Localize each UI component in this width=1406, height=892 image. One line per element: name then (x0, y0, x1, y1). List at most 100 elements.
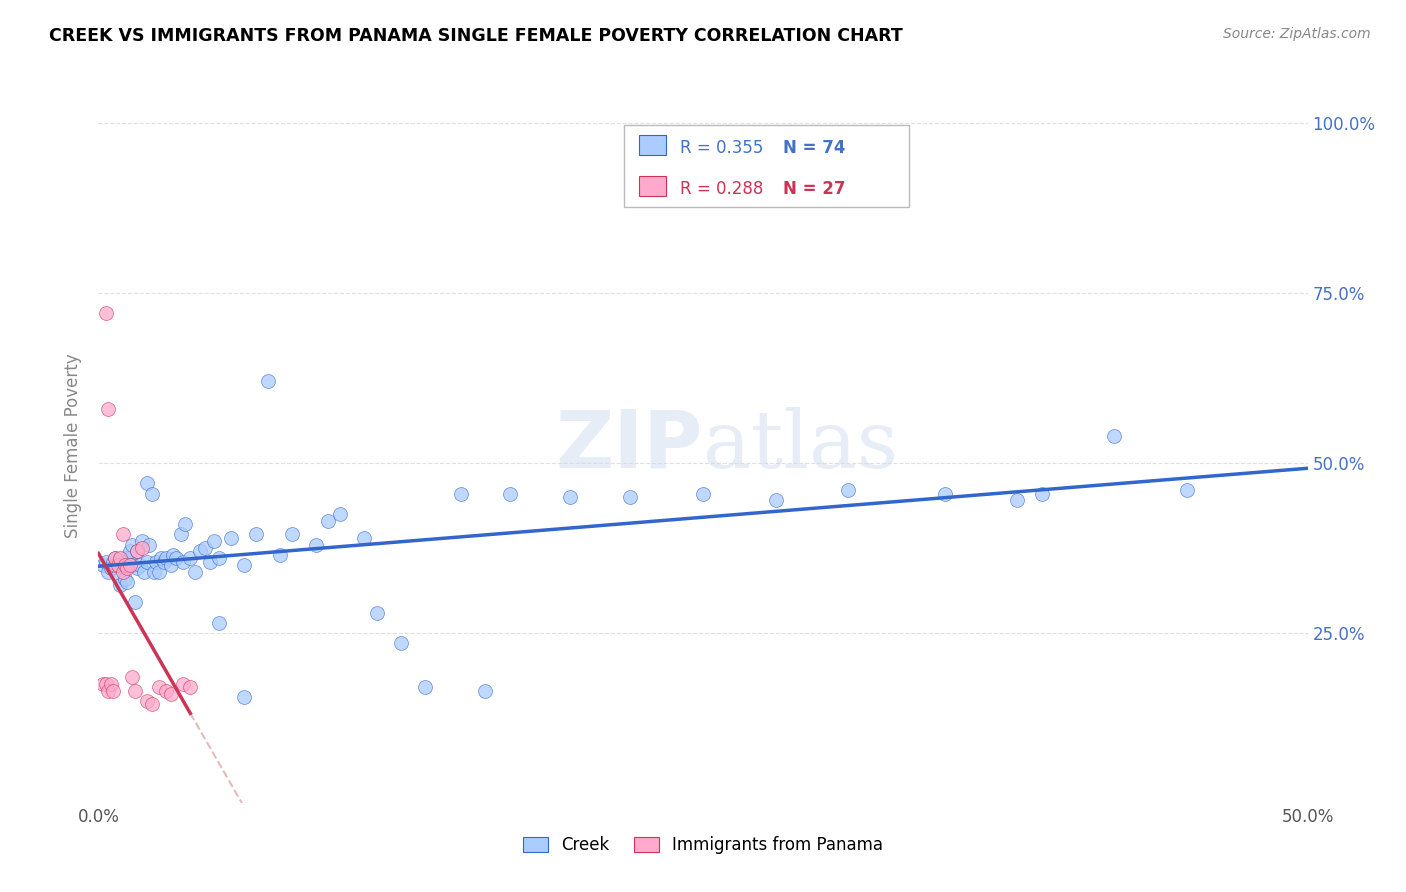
Text: N = 74: N = 74 (783, 139, 845, 157)
Point (179, 680, 201, 694)
Point (121, 670, 143, 684)
Point (127, 544, 149, 558)
Point (198, 555, 221, 569)
Point (1007, 493, 1029, 508)
Point (91, 558, 114, 572)
Point (281, 527, 304, 541)
Point (316, 514, 339, 528)
Point (127, 561, 149, 575)
Point (107, 558, 129, 572)
Point (150, 551, 173, 566)
Point (160, 687, 183, 701)
Point (184, 565, 207, 579)
Point (256, 375, 278, 389)
Point (141, 486, 163, 500)
Point (101, 683, 124, 698)
Point (121, 537, 143, 551)
Point (111, 555, 134, 569)
Point (221, 531, 243, 545)
Point (108, 551, 131, 566)
Point (619, 490, 641, 504)
Legend: Creek, Immigrants from Panama: Creek, Immigrants from Panama (515, 828, 891, 863)
Point (194, 541, 217, 555)
Point (141, 698, 163, 712)
Point (108, 578, 131, 592)
Point (558, 490, 581, 504)
Text: R = 0.355: R = 0.355 (681, 139, 763, 157)
Point (91, 677, 114, 691)
Point (117, 574, 139, 589)
Point (305, 537, 328, 551)
Point (765, 493, 787, 508)
FancyBboxPatch shape (638, 177, 665, 196)
Point (269, 548, 291, 562)
Point (232, 558, 254, 572)
Point (152, 555, 174, 569)
Point (124, 683, 146, 698)
Point (204, 534, 226, 549)
Point (111, 565, 134, 579)
Point (131, 534, 153, 549)
Point (208, 551, 231, 566)
Point (145, 555, 167, 569)
Text: Source: ZipAtlas.com: Source: ZipAtlas.com (1223, 27, 1371, 41)
Point (155, 551, 177, 566)
Point (162, 548, 184, 562)
Point (138, 537, 160, 551)
Point (118, 551, 141, 566)
Point (165, 551, 187, 566)
Point (128, 558, 150, 572)
Point (169, 527, 191, 541)
Point (101, 555, 124, 569)
Point (498, 486, 520, 500)
Point (474, 683, 496, 698)
FancyBboxPatch shape (624, 125, 908, 207)
Point (143, 565, 166, 579)
Point (148, 565, 170, 579)
Point (1031, 486, 1053, 500)
Point (179, 551, 201, 566)
Point (97, 683, 120, 698)
Point (111, 561, 134, 575)
Point (94, 555, 117, 569)
Point (100, 561, 122, 575)
Point (135, 555, 157, 569)
Point (366, 606, 388, 620)
Point (692, 486, 714, 500)
Point (155, 683, 177, 698)
Text: N = 27: N = 27 (783, 180, 845, 198)
Point (172, 555, 194, 569)
Text: CREEK VS IMMIGRANTS FROM PANAMA SINGLE FEMALE POVERTY CORRELATION CHART: CREEK VS IMMIGRANTS FROM PANAMA SINGLE F… (49, 27, 903, 45)
Point (100, 677, 122, 691)
Point (104, 551, 127, 566)
Point (118, 558, 141, 572)
Point (389, 636, 412, 650)
Point (114, 551, 136, 566)
Point (94, 677, 117, 691)
Point (934, 486, 956, 500)
Point (413, 680, 436, 694)
Point (353, 531, 375, 545)
Point (131, 541, 153, 555)
Point (148, 680, 170, 694)
Y-axis label: Single Female Poverty: Single Female Poverty (65, 354, 83, 538)
Point (245, 527, 267, 541)
Point (104, 551, 127, 566)
Text: atlas: atlas (703, 407, 898, 485)
Point (118, 544, 141, 558)
Point (329, 507, 352, 521)
Point (97, 565, 120, 579)
Point (134, 565, 156, 579)
Text: R = 0.288: R = 0.288 (681, 180, 763, 198)
Point (121, 558, 143, 572)
Point (107, 568, 129, 582)
Point (114, 572, 136, 586)
Point (208, 615, 231, 630)
Point (172, 677, 194, 691)
Point (127, 544, 149, 558)
Point (450, 486, 472, 500)
FancyBboxPatch shape (638, 135, 665, 155)
Point (94, 306, 117, 320)
Point (232, 690, 254, 705)
Point (117, 561, 139, 575)
